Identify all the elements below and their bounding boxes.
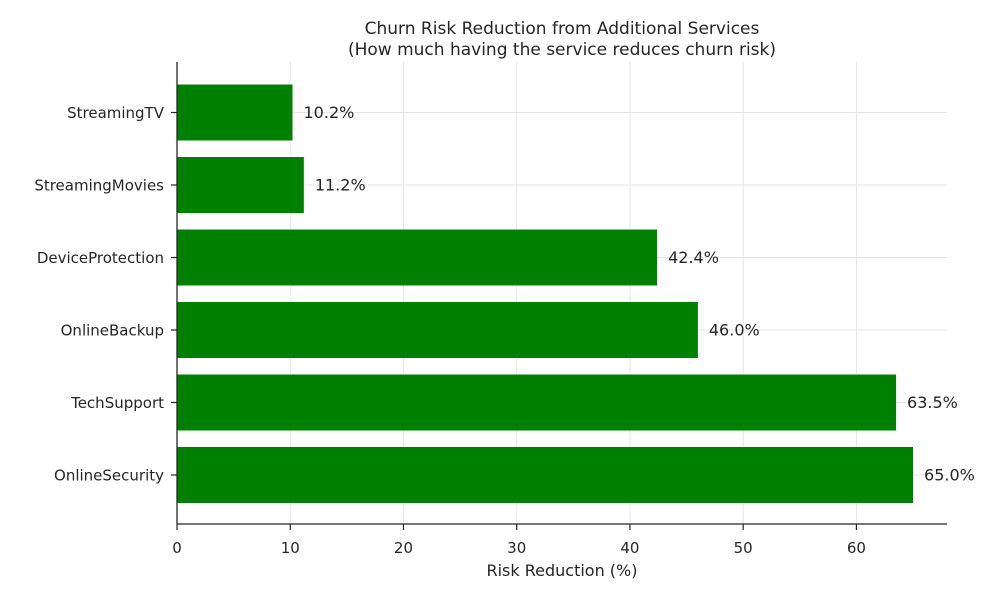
- bar-streamingtv: [177, 84, 293, 141]
- bar-techsupport: [177, 374, 897, 431]
- y-tick-label-deviceprotection: DeviceProtection: [37, 249, 164, 267]
- axes: [176, 62, 947, 525]
- y-tick-label-onlinebackup: OnlineBackup: [61, 322, 164, 340]
- data-label-streamingmovies: 11.2%: [315, 176, 366, 195]
- bar-streamingmovies: [177, 157, 304, 213]
- x-tick-label: 50: [734, 539, 753, 557]
- data-labels: 65.0% 63.5% 46.0% 42.4% 11.2% 10.2%: [304, 103, 975, 485]
- x-tick-label: 20: [394, 539, 413, 557]
- y-tick-label-streamingtv: StreamingTV: [67, 104, 165, 122]
- bar-onlinebackup: [177, 302, 698, 358]
- data-label-techsupport: 63.5%: [907, 393, 958, 412]
- bar-deviceprotection: [177, 229, 658, 286]
- y-ticks: OnlineSecurity TechSupport OnlineBackup Dev…: [34, 104, 177, 485]
- x-ticks: 0 10 20 30 40 50 60: [172, 524, 866, 557]
- y-tick-label-streamingmovies: StreamingMovies: [34, 177, 164, 195]
- x-tick-label: 40: [620, 539, 639, 557]
- data-label-onlinebackup: 46.0%: [709, 321, 760, 340]
- x-tick-label: 10: [281, 539, 300, 557]
- chart-title-line2: (How much having the service reduces chu…: [348, 40, 776, 60]
- x-tick-label: 0: [172, 539, 182, 557]
- y-tick-label-techsupport: TechSupport: [70, 394, 164, 412]
- data-label-deviceprotection: 42.4%: [668, 248, 719, 267]
- chart-title-line1: Churn Risk Reduction from Additional Ser…: [365, 19, 760, 39]
- bars: [177, 84, 914, 503]
- x-tick-label: 60: [847, 539, 866, 557]
- x-tick-label: 30: [507, 539, 526, 557]
- y-tick-label-onlinesecurity: OnlineSecurity: [54, 467, 164, 485]
- x-axis-label: Risk Reduction (%): [486, 561, 637, 580]
- data-label-onlinesecurity: 65.0%: [924, 466, 975, 485]
- data-label-streamingtv: 10.2%: [304, 103, 355, 122]
- bar-onlinesecurity: [177, 447, 914, 503]
